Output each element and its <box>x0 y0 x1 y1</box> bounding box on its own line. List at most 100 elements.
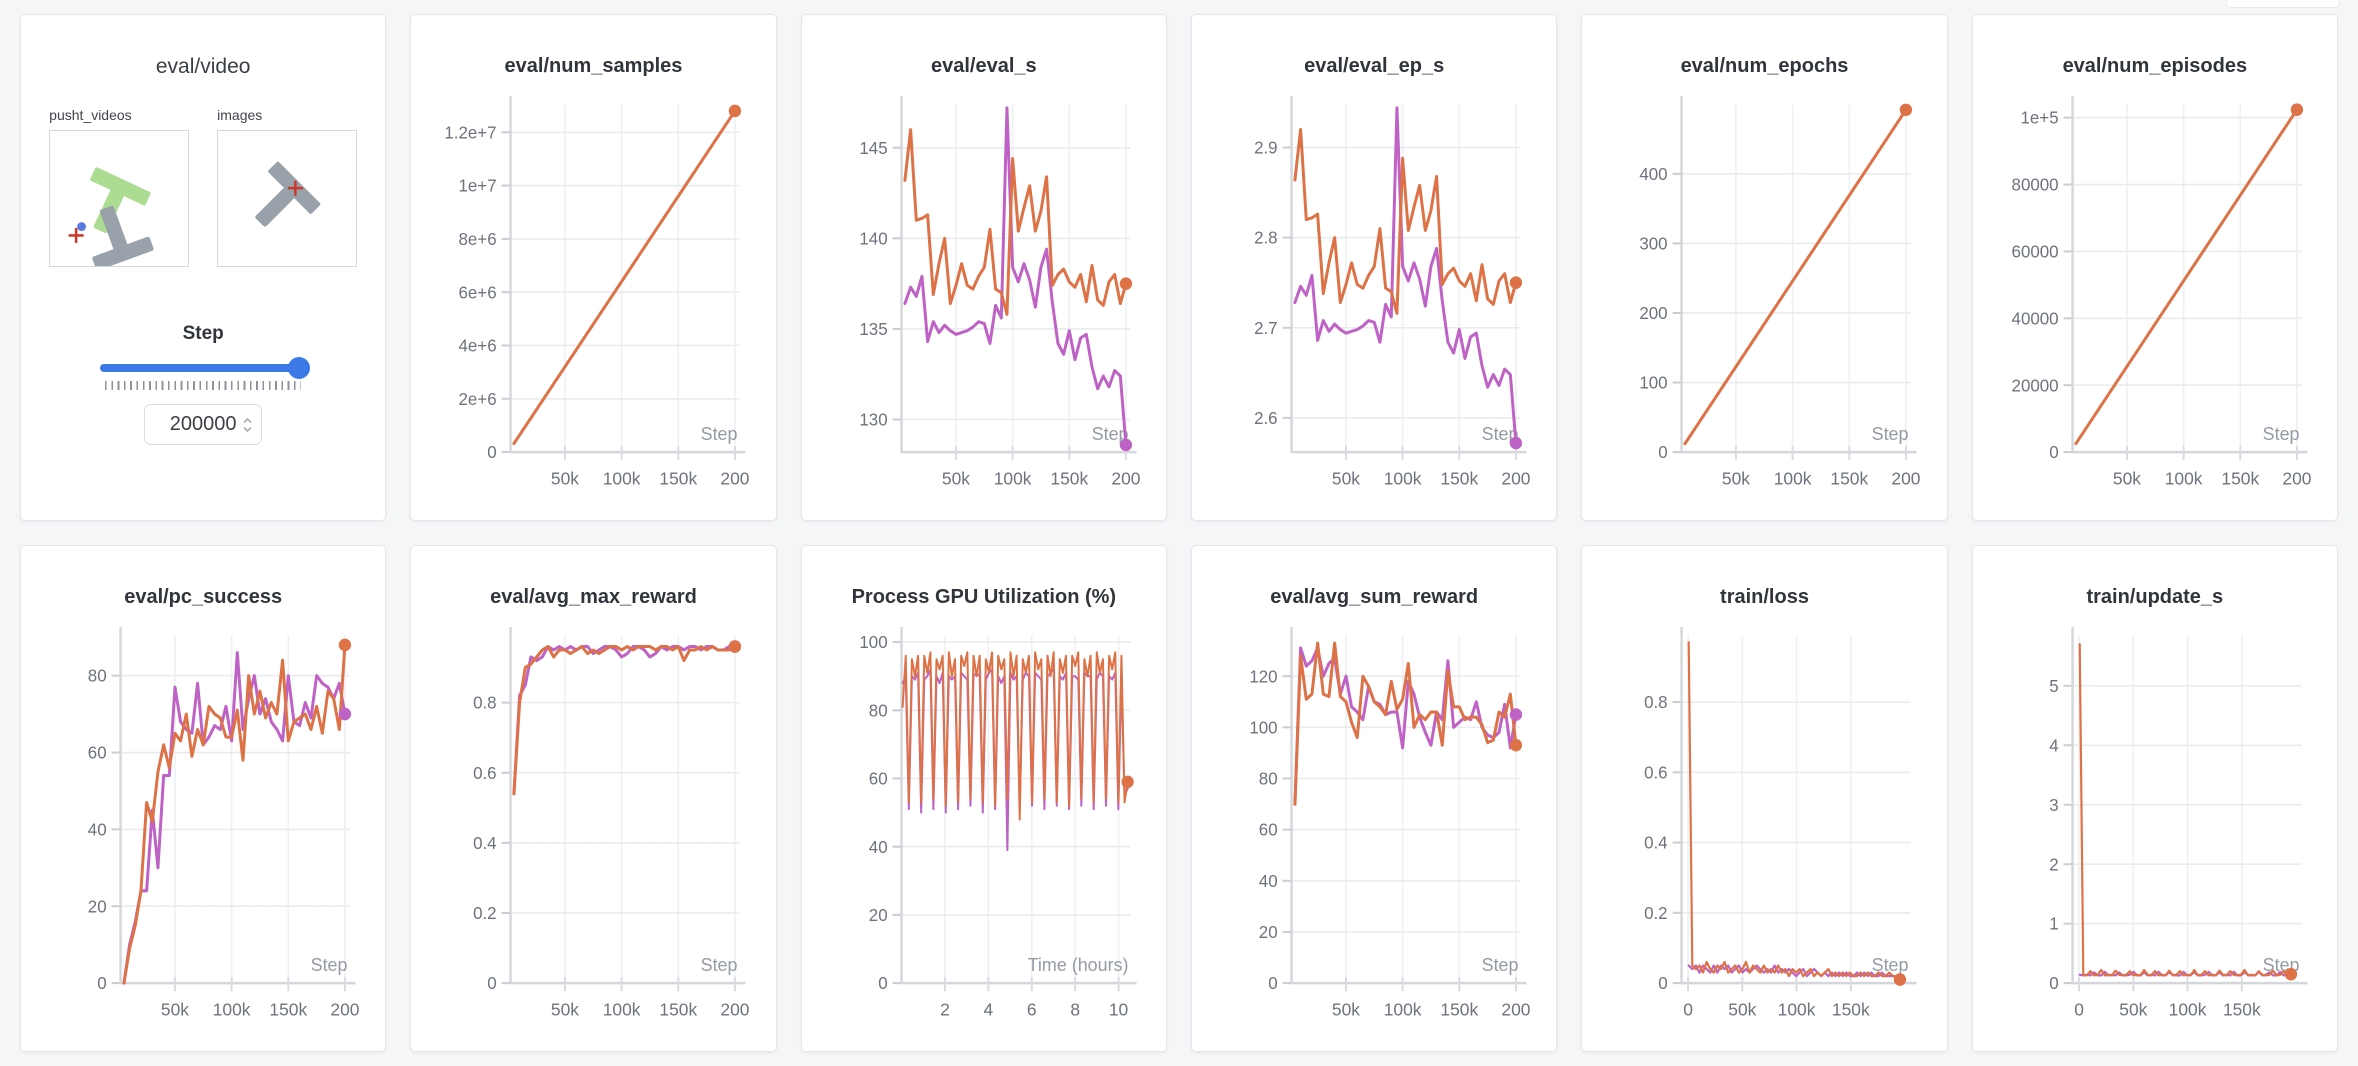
y-tick-label: 40 <box>88 820 107 839</box>
chart-plot[interactable]: 0 20 40 60 80 50k 100k 150k 200 Step <box>21 615 385 1048</box>
y-tick-label: 300 <box>1640 234 1668 253</box>
chart-plot[interactable]: 130 135 140 145 50k 100k 150k 200 Step <box>802 84 1166 517</box>
x-axis-label: Step <box>701 424 738 444</box>
series-line-run-orange <box>2074 108 2299 446</box>
x-tick-label: 200 <box>721 468 750 488</box>
chart-panel-eval-num-samples: eval/num_samples 0 2e+6 4e+6 6e+6 8e+6 1e+7 1.2… <box>410 14 777 521</box>
y-tick-label: 100 <box>1249 718 1277 737</box>
media-item-pusht-videos: pusht_videos <box>49 107 190 267</box>
chart-title: train/loss <box>1720 586 1809 608</box>
video-thumbnail-pusht-videos[interactable] <box>49 130 190 267</box>
y-tick-label: 80 <box>1259 769 1278 788</box>
chart-panel-eval-avg-max-reward: eval/avg_max_reward 0 0.2 0.4 0.6 0.8 50k 100k 1… <box>410 545 777 1052</box>
series-end-dot-run-orange <box>1894 973 1907 986</box>
chart-plot[interactable]: 0 0.2 0.4 0.6 0.8 0 50k 100k 150k Step <box>1582 615 1946 1048</box>
chart-title: eval/pc_success <box>124 586 283 608</box>
y-tick-label: 20 <box>868 906 887 925</box>
step-slider[interactable] <box>100 357 311 379</box>
x-tick-label: 50k <box>161 999 189 1019</box>
chart-panel-eval-num-epochs: eval/num_epochs 0 100 200 300 400 50k 100k 150k 2… <box>1581 14 1948 521</box>
x-tick-label: 150k <box>660 999 698 1019</box>
series-line-run-orange <box>901 651 1129 821</box>
y-tick-label: 40 <box>1259 872 1278 891</box>
x-tick-label: 150k <box>660 468 698 488</box>
block-t-shape <box>255 161 321 227</box>
pusht-env-render <box>68 167 154 266</box>
chart-panel-train-update-s: train/update_s 0 1 2 3 4 5 0 50k 100k 150k Step <box>1971 545 2338 1052</box>
x-tick-label: 200 <box>2282 468 2311 488</box>
series-line-run-orange <box>1293 641 1518 806</box>
chart-plot[interactable]: 0 20 40 60 80 100 2 4 6 8 10 Time (hours) <box>802 615 1166 1048</box>
video-thumbnail-images[interactable] <box>217 130 358 267</box>
x-tick-label: 100k <box>2168 999 2206 1019</box>
series-line-run-orange <box>1687 641 1902 981</box>
chart-plot[interactable]: 2.6 2.7 2.8 2.9 50k 100k 150k 200 Step <box>1192 84 1556 517</box>
chart-title: Process GPU Utilization (%) <box>851 586 1117 608</box>
y-tick-label: 1e+5 <box>2020 109 2058 128</box>
chart-title: eval/num_samples <box>504 55 683 77</box>
y-tick-label: 145 <box>859 139 887 158</box>
x-tick-label: 50k <box>2113 468 2141 488</box>
y-tick-label: 2.6 <box>1254 409 1278 428</box>
y-tick-label: 60 <box>88 743 107 762</box>
series-end-dot-run-orange <box>1119 277 1132 290</box>
y-tick-label: 0 <box>97 974 106 993</box>
chevron-up-icon[interactable] <box>242 416 253 424</box>
y-tick-label: 0.6 <box>1644 763 1668 782</box>
slider-thumb[interactable] <box>288 357 311 379</box>
y-tick-label: 3 <box>2049 796 2058 815</box>
series-end-dot-run-purple <box>1119 438 1132 452</box>
x-tick-label: 100k <box>993 468 1031 488</box>
media-caption: pusht_videos <box>49 107 132 123</box>
chart-plot[interactable]: 0 100 200 300 400 50k 100k 150k 200 Step <box>1582 84 1946 517</box>
chart-title: eval/eval_s <box>931 55 1037 77</box>
y-tick-label: 1.2e+7 <box>445 123 497 142</box>
series-line-run-purple <box>903 106 1128 447</box>
y-tick-label: 0 <box>1659 443 1668 462</box>
chart-title: eval/num_epochs <box>1680 55 1849 77</box>
x-tick-label: 150k <box>1440 468 1478 488</box>
series-line-run-orange <box>2078 643 2292 977</box>
stepper-arrows[interactable] <box>242 416 253 433</box>
x-axis-label: Step <box>701 955 738 975</box>
y-tick-label: 20 <box>1259 923 1278 942</box>
chart-plot[interactable]: 0 20 40 60 80 100 120 50k 100k 150k 200 Step <box>1192 615 1556 1048</box>
chart-panel-train-loss: train/loss 0 0.2 0.4 0.6 0.8 0 50k 100k 150k Step <box>1581 545 1948 1052</box>
chart-plot[interactable]: 0 2e+6 4e+6 6e+6 8e+6 1e+7 1.2e+7 50k 100k 150k 20… <box>411 84 775 517</box>
step-value: 200000 <box>169 413 237 435</box>
x-tick-label: 100k <box>1774 468 1812 488</box>
y-tick-label: 60000 <box>2011 242 2058 261</box>
media-row: pusht_videos <box>49 107 358 267</box>
series-line-run-orange <box>512 109 737 446</box>
x-tick-label: 0 <box>2074 999 2084 1019</box>
x-axis-label: Time (hours) <box>1027 955 1128 975</box>
chart-panel-eval-num-episodes: eval/num_episodes 0 20000 40000 60000 80000 1e… <box>1971 14 2338 521</box>
chevron-down-icon[interactable] <box>242 425 253 433</box>
chart-title: eval/eval_ep_s <box>1304 55 1445 77</box>
scrolled-panel-edge <box>2226 0 2340 8</box>
y-tick-label: 0.8 <box>473 694 497 713</box>
chart-title: eval/num_episodes <box>2062 55 2248 77</box>
x-tick-label: 8 <box>1070 999 1080 1019</box>
panel-title: eval/video <box>155 55 251 78</box>
series-end-dot-run-orange <box>2284 967 2297 981</box>
series-end-dot-run-orange <box>338 638 352 652</box>
x-axis-label: Step <box>1091 424 1128 444</box>
y-tick-label: 40000 <box>2011 309 2058 328</box>
x-tick-label: 150k <box>269 999 307 1019</box>
series-line-run-purple <box>1687 964 1902 978</box>
chart-plot[interactable]: 0 20000 40000 60000 80000 1e+5 50k 100k 150k 200 S… <box>1973 84 2337 517</box>
y-tick-label: 2 <box>2049 855 2058 874</box>
step-number-input[interactable]: 200000 <box>144 404 263 445</box>
y-tick-label: 0 <box>878 974 887 993</box>
slider-track[interactable] <box>100 364 307 372</box>
y-tick-label: 400 <box>1640 165 1668 184</box>
slider-tick-marks <box>105 381 302 390</box>
x-tick-label: 50k <box>1332 468 1360 488</box>
y-tick-label: 100 <box>1640 373 1668 392</box>
chart-title: eval/avg_max_reward <box>490 586 697 608</box>
y-tick-label: 1 <box>2049 915 2058 934</box>
chart-plot[interactable]: 0 0.2 0.4 0.6 0.8 50k 100k 150k 200 Step <box>411 615 775 1048</box>
x-tick-label: 150k <box>2223 999 2261 1019</box>
